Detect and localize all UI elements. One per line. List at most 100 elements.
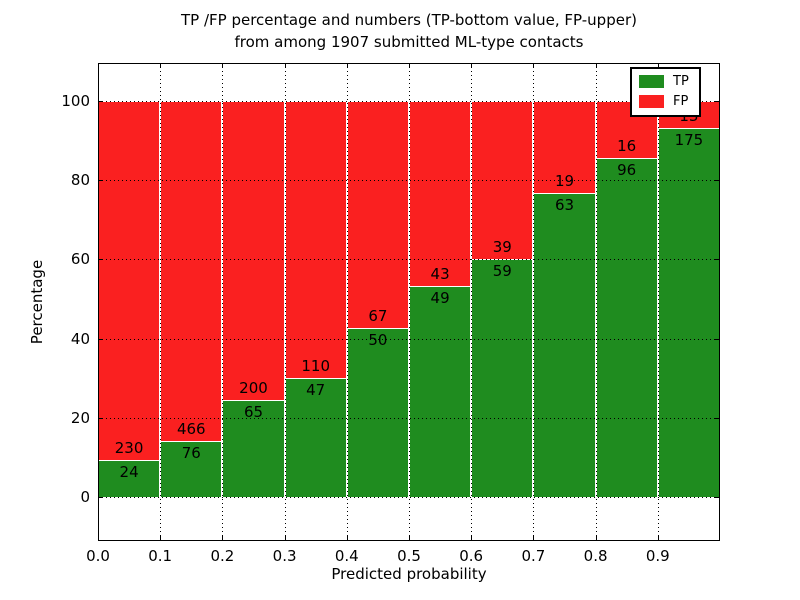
tp-count-label: 65	[243, 402, 264, 421]
fp-count-label: 16	[617, 136, 637, 155]
y-tick-left	[99, 180, 103, 182]
legend-label-fp: FP	[673, 94, 689, 109]
fp-count-label: 230	[114, 438, 144, 457]
bar-segment-tp	[471, 258, 534, 497]
x-tick-top	[595, 64, 597, 68]
legend-label-tp: TP	[673, 74, 689, 89]
x-tick-top	[222, 64, 224, 68]
tp-count-label: 63	[554, 195, 575, 214]
y-tick-left	[99, 497, 103, 498]
x-tick-label: 0.4	[334, 547, 359, 565]
fp-count-label: 67	[368, 306, 388, 325]
bar-segment-tp	[533, 192, 596, 497]
fp-count-label: 19	[554, 171, 575, 190]
y-tick-left	[99, 101, 103, 102]
y-tick-label: 40	[70, 329, 90, 348]
x-tick-bottom	[533, 536, 535, 540]
y-tick-label: 60	[70, 250, 90, 269]
x-tick-top	[409, 64, 410, 68]
vertical-gridline	[409, 63, 410, 541]
vertical-gridline	[160, 63, 162, 541]
x-tick-bottom	[160, 536, 162, 540]
x-tick-top	[284, 64, 286, 68]
x-tick-bottom	[471, 536, 473, 540]
bar-segment-tp	[284, 378, 347, 497]
horizontal-gridline	[98, 259, 720, 261]
legend-entry-fp: FP	[639, 94, 689, 109]
tp-count-label: 96	[617, 160, 637, 179]
bar-segment-tp	[98, 459, 161, 497]
x-tick-bottom	[346, 536, 348, 540]
x-tick-label: 0.0	[86, 547, 110, 565]
x-tick-label: 0.7	[521, 547, 546, 565]
legend: TP FP	[630, 67, 701, 117]
bar-segment-fp	[160, 101, 223, 442]
x-axis-label: Predicted probability	[331, 565, 487, 583]
vertical-gridline	[533, 63, 535, 541]
chart-title-line1: TP /FP percentage and numbers (TP-bottom…	[181, 11, 637, 29]
y-tick-label: 80	[70, 171, 90, 190]
x-tick-top	[346, 64, 348, 68]
y-tick-right	[715, 101, 719, 102]
x-tick-bottom	[284, 536, 286, 540]
x-tick-label: 0.8	[583, 547, 608, 565]
bar-segment-fp	[222, 101, 285, 400]
x-tick-label: 0.3	[272, 547, 297, 565]
chart-title: TP /FP percentage and numbers (TP-bottom…	[98, 9, 720, 53]
tp-count-label: 175	[674, 131, 704, 150]
y-tick-right	[715, 180, 719, 182]
tp-count-label: 24	[119, 462, 139, 481]
x-tick-top	[160, 64, 162, 68]
fp-count-label: 110	[301, 357, 330, 376]
y-tick-right	[715, 417, 719, 419]
tp-count-label: 76	[181, 444, 201, 463]
bar-segment-fp	[533, 101, 596, 193]
tp-count-label: 50	[368, 330, 388, 349]
y-tick-right	[715, 259, 719, 261]
horizontal-gridline	[98, 497, 720, 498]
bar-segment-fp	[409, 101, 472, 287]
tp-count-label: 47	[306, 381, 326, 400]
vertical-gridline	[471, 63, 473, 541]
y-tick-label: 20	[70, 408, 90, 427]
fp-count-label: 466	[176, 420, 206, 439]
vertical-gridline	[595, 63, 597, 541]
x-tick-label: 0.1	[148, 547, 173, 565]
x-tick-bottom	[98, 536, 99, 540]
chart-title-line2: from among 1907 submitted ML-type contac…	[234, 33, 584, 51]
vertical-gridline	[284, 63, 286, 541]
fp-color-swatch	[639, 95, 664, 108]
x-tick-bottom	[222, 536, 224, 540]
y-tick-right	[715, 338, 719, 340]
y-tick-label: 0	[80, 488, 90, 506]
x-tick-top	[533, 64, 535, 68]
fp-count-label: 39	[492, 237, 512, 256]
x-tick-label: 0.9	[645, 547, 670, 565]
bar-segment-tp	[346, 327, 409, 497]
fp-count-label: 43	[430, 265, 450, 284]
y-axis-label: Percentage	[28, 259, 46, 345]
vertical-gridline	[222, 63, 224, 541]
horizontal-gridline	[98, 338, 720, 340]
y-tick-left	[99, 259, 103, 261]
x-tick-bottom	[657, 536, 659, 540]
y-tick-label: 100	[61, 92, 90, 110]
horizontal-gridline	[98, 101, 720, 102]
tp-count-label: 49	[430, 289, 450, 308]
x-tick-top	[98, 64, 99, 68]
x-tick-label: 0.6	[459, 547, 484, 565]
bar-segment-tp	[409, 286, 472, 497]
x-tick-top	[471, 64, 473, 68]
tp-count-label: 59	[492, 261, 512, 280]
x-tick-bottom	[409, 536, 410, 540]
y-tick-left	[99, 338, 103, 340]
bar-segment-tp	[657, 128, 720, 497]
x-tick-top	[657, 64, 659, 68]
bar-segment-fp	[98, 101, 161, 460]
y-tick-right	[715, 497, 719, 498]
fp-count-label: 200	[239, 378, 268, 397]
x-tick-label: 0.2	[210, 547, 235, 565]
horizontal-gridline	[98, 180, 720, 182]
bar-segment-fp	[284, 101, 347, 379]
